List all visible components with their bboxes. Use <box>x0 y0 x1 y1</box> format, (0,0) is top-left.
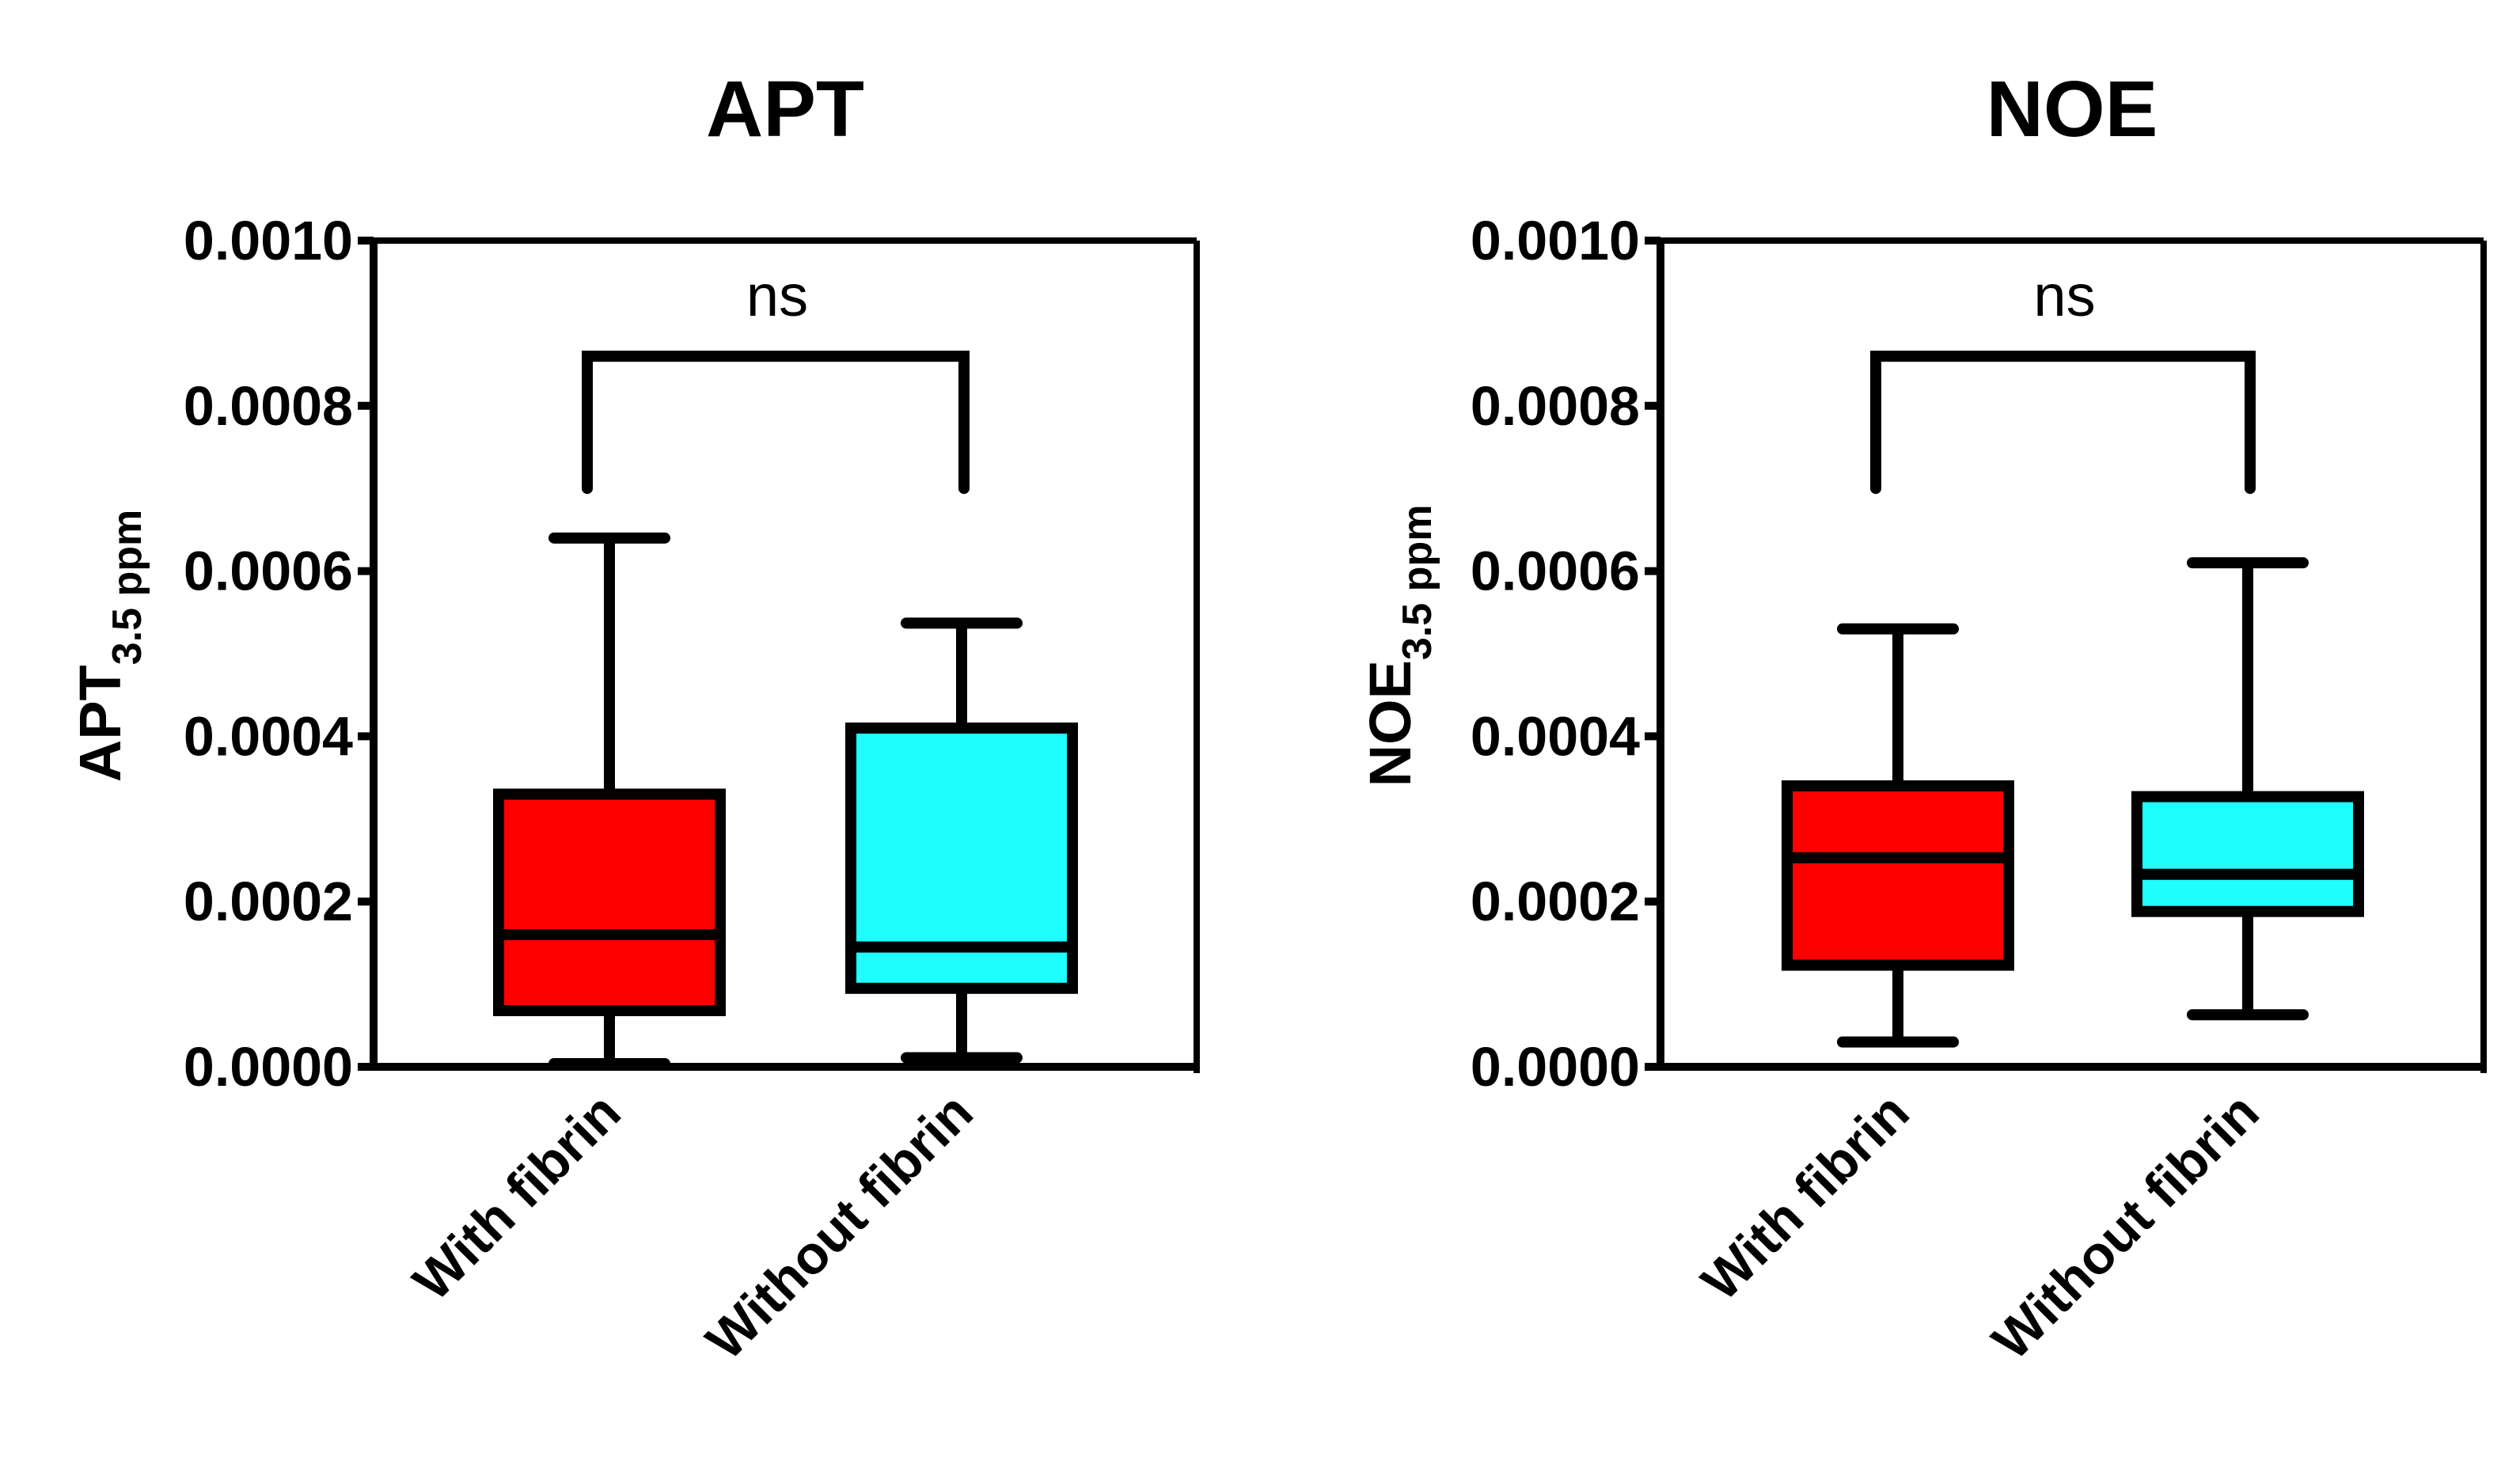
box-with-fibrin <box>493 532 726 1069</box>
significance-bracket <box>582 351 970 495</box>
significance-label: ns <box>746 263 808 328</box>
y-axis-label-subscript: 3.5 ppm <box>104 510 150 666</box>
significance-label: ns <box>2033 263 2095 328</box>
y-tick-label: 0.0006 <box>1471 541 1640 602</box>
x-category-label: Without fibrin <box>1981 1082 2271 1371</box>
y-tick-label: 0.0010 <box>184 210 353 271</box>
iqr-box <box>493 788 726 1017</box>
y-axis-label: NOE3.5 ppm <box>1357 505 1440 787</box>
y-tick-label: 0.0002 <box>184 871 353 932</box>
y-tick-label: 0.0000 <box>1471 1036 1640 1098</box>
y-tick-label: 0.0008 <box>184 375 353 437</box>
y-axis-label: APT3.5 ppm <box>67 510 150 783</box>
y-tick-label: 0.0010 <box>1471 210 1640 271</box>
y-tick-label: 0.0004 <box>1471 705 1640 767</box>
y-tick-label: 0.0000 <box>184 1036 353 1098</box>
chart-title: NOE <box>1987 65 2158 154</box>
box-with-fibrin <box>1782 623 2014 1048</box>
y-tick-label: 0.0006 <box>184 541 353 602</box>
y-tick-label: 0.0008 <box>1471 375 1640 437</box>
y-tick-label: 0.0002 <box>1471 871 1640 932</box>
chart-title: APT <box>706 65 864 154</box>
box-without-fibrin <box>2131 557 2364 1021</box>
y-axis-label-main: APT <box>67 665 133 782</box>
x-category-label: With fibrin <box>402 1082 632 1312</box>
iqr-box <box>1782 780 2014 971</box>
box-without-fibrin <box>845 617 1078 1064</box>
x-category-label: Without fibrin <box>695 1082 985 1371</box>
y-tick-label: 0.0004 <box>184 705 353 767</box>
iqr-box <box>2131 791 2364 917</box>
significance-bracket <box>1870 351 2256 495</box>
x-category-label: With fibrin <box>1691 1082 1921 1312</box>
y-axis-label-subscript: 3.5 ppm <box>1395 505 1440 661</box>
y-axis-label-main: NOE <box>1357 660 1423 787</box>
